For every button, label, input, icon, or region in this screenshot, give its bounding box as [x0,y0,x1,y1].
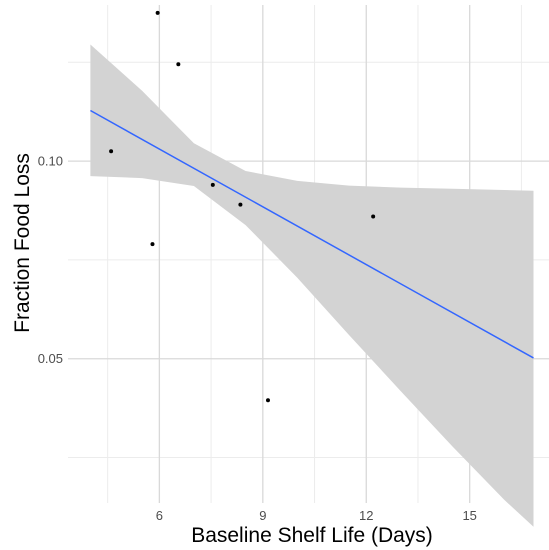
y-axis-title: Fraction Food Loss [11,153,34,333]
confidence-band [90,44,534,527]
trend-line [90,109,534,359]
data-points [109,10,376,403]
y-tick-label: 0.10 [38,154,63,169]
data-point [155,10,160,15]
data-point [371,214,376,219]
data-point [210,182,215,187]
y-tick-labels: 0.05 0.10 [38,154,63,367]
x-tick-label: 6 [156,508,163,523]
y-tick-label: 0.05 [38,351,63,366]
x-tick-labels: 6 9 12 15 [156,508,477,523]
data-point [176,62,181,67]
x-tick-label: 15 [462,508,476,523]
data-point [238,202,243,207]
data-point [265,398,270,403]
data-point [109,149,114,154]
data-point [150,242,155,247]
x-tick-label: 12 [359,508,373,523]
x-axis-title: Baseline Shelf Life (Days) [191,524,433,547]
x-tick-label: 9 [259,508,266,523]
